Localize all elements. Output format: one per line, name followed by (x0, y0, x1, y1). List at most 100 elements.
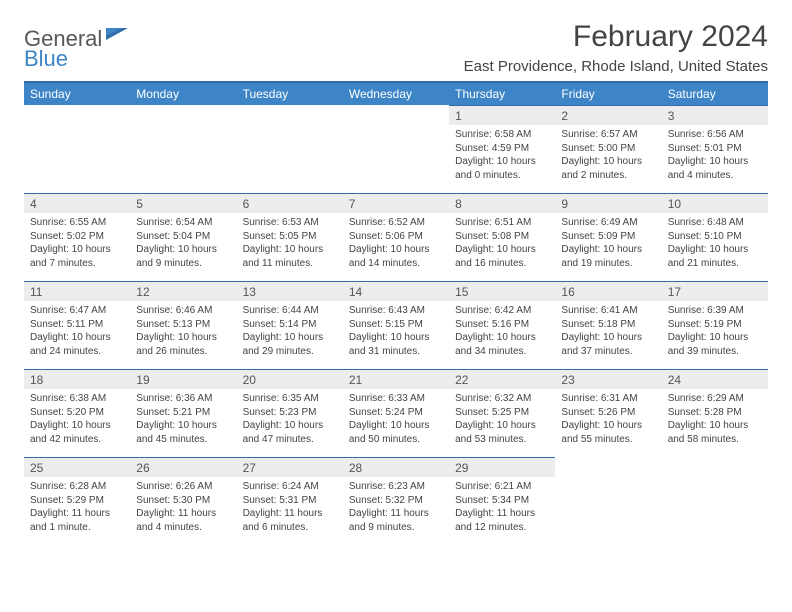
day-cell: 2Sunrise: 6:57 AMSunset: 5:00 PMDaylight… (555, 105, 661, 193)
day-cell (343, 105, 449, 193)
week-row: 11Sunrise: 6:47 AMSunset: 5:11 PMDayligh… (24, 281, 768, 369)
day-cell: 12Sunrise: 6:46 AMSunset: 5:13 PMDayligh… (130, 281, 236, 369)
day-number: 21 (343, 369, 449, 389)
day-line-d2: and 4 minutes. (668, 169, 762, 183)
day-line-d1: Daylight: 10 hours (561, 419, 655, 433)
day-cell: 18Sunrise: 6:38 AMSunset: 5:20 PMDayligh… (24, 369, 130, 457)
day-cell (662, 457, 768, 545)
day-number: 28 (343, 457, 449, 477)
day-line-d1: Daylight: 10 hours (561, 155, 655, 169)
day-line-ss: Sunset: 5:19 PM (668, 318, 762, 332)
day-line-d2: and 58 minutes. (668, 433, 762, 447)
day-line-ss: Sunset: 5:24 PM (349, 406, 443, 420)
day-line-ss: Sunset: 4:59 PM (455, 142, 549, 156)
day-body: Sunrise: 6:46 AMSunset: 5:13 PMDaylight:… (130, 301, 236, 362)
calendar-table: Sunday Monday Tuesday Wednesday Thursday… (24, 83, 768, 545)
day-line-d2: and 26 minutes. (136, 345, 230, 359)
day-cell: 24Sunrise: 6:29 AMSunset: 5:28 PMDayligh… (662, 369, 768, 457)
day-body: Sunrise: 6:39 AMSunset: 5:19 PMDaylight:… (662, 301, 768, 362)
day-number: 14 (343, 281, 449, 301)
day-line-d1: Daylight: 10 hours (136, 419, 230, 433)
day-line-d2: and 14 minutes. (349, 257, 443, 271)
day-number: 17 (662, 281, 768, 301)
week-row: 1Sunrise: 6:58 AMSunset: 4:59 PMDaylight… (24, 105, 768, 193)
day-line-d2: and 50 minutes. (349, 433, 443, 447)
day-cell (237, 105, 343, 193)
day-number: 11 (24, 281, 130, 301)
day-line-ss: Sunset: 5:30 PM (136, 494, 230, 508)
day-line-ss: Sunset: 5:01 PM (668, 142, 762, 156)
day-cell: 10Sunrise: 6:48 AMSunset: 5:10 PMDayligh… (662, 193, 768, 281)
day-number: 20 (237, 369, 343, 389)
day-cell: 16Sunrise: 6:41 AMSunset: 5:18 PMDayligh… (555, 281, 661, 369)
day-body: Sunrise: 6:32 AMSunset: 5:25 PMDaylight:… (449, 389, 555, 450)
day-line-d2: and 29 minutes. (243, 345, 337, 359)
day-line-ss: Sunset: 5:34 PM (455, 494, 549, 508)
day-number: 22 (449, 369, 555, 389)
day-line-sr: Sunrise: 6:49 AM (561, 216, 655, 230)
day-line-ss: Sunset: 5:09 PM (561, 230, 655, 244)
day-cell: 22Sunrise: 6:32 AMSunset: 5:25 PMDayligh… (449, 369, 555, 457)
day-body: Sunrise: 6:35 AMSunset: 5:23 PMDaylight:… (237, 389, 343, 450)
day-number: 19 (130, 369, 236, 389)
day-number: 2 (555, 105, 661, 125)
day-line-ss: Sunset: 5:02 PM (30, 230, 124, 244)
day-cell: 28Sunrise: 6:23 AMSunset: 5:32 PMDayligh… (343, 457, 449, 545)
day-body: Sunrise: 6:43 AMSunset: 5:15 PMDaylight:… (343, 301, 449, 362)
dayhdr-sat: Saturday (662, 83, 768, 105)
day-cell: 17Sunrise: 6:39 AMSunset: 5:19 PMDayligh… (662, 281, 768, 369)
day-cell: 21Sunrise: 6:33 AMSunset: 5:24 PMDayligh… (343, 369, 449, 457)
day-body: Sunrise: 6:42 AMSunset: 5:16 PMDaylight:… (449, 301, 555, 362)
day-line-ss: Sunset: 5:06 PM (349, 230, 443, 244)
day-cell: 6Sunrise: 6:53 AMSunset: 5:05 PMDaylight… (237, 193, 343, 281)
day-line-d2: and 12 minutes. (455, 521, 549, 535)
day-line-sr: Sunrise: 6:41 AM (561, 304, 655, 318)
day-cell (130, 105, 236, 193)
day-line-sr: Sunrise: 6:32 AM (455, 392, 549, 406)
day-line-ss: Sunset: 5:10 PM (668, 230, 762, 244)
day-body: Sunrise: 6:21 AMSunset: 5:34 PMDaylight:… (449, 477, 555, 538)
dayhdr-mon: Monday (130, 83, 236, 105)
day-line-d2: and 39 minutes. (668, 345, 762, 359)
day-line-sr: Sunrise: 6:31 AM (561, 392, 655, 406)
day-line-ss: Sunset: 5:13 PM (136, 318, 230, 332)
day-line-ss: Sunset: 5:21 PM (136, 406, 230, 420)
day-line-sr: Sunrise: 6:53 AM (243, 216, 337, 230)
day-line-d1: Daylight: 11 hours (455, 507, 549, 521)
location-line: East Providence, Rhode Island, United St… (464, 58, 768, 75)
day-line-d1: Daylight: 10 hours (243, 419, 337, 433)
day-header-row: Sunday Monday Tuesday Wednesday Thursday… (24, 83, 768, 105)
logo-word2: Blue (24, 46, 68, 71)
day-body: Sunrise: 6:41 AMSunset: 5:18 PMDaylight:… (555, 301, 661, 362)
day-line-d2: and 53 minutes. (455, 433, 549, 447)
day-body: Sunrise: 6:44 AMSunset: 5:14 PMDaylight:… (237, 301, 343, 362)
day-body: Sunrise: 6:55 AMSunset: 5:02 PMDaylight:… (24, 213, 130, 274)
day-line-sr: Sunrise: 6:46 AM (136, 304, 230, 318)
day-cell (555, 457, 661, 545)
day-line-sr: Sunrise: 6:28 AM (30, 480, 124, 494)
day-line-d1: Daylight: 10 hours (243, 331, 337, 345)
day-line-ss: Sunset: 5:28 PM (668, 406, 762, 420)
day-line-sr: Sunrise: 6:29 AM (668, 392, 762, 406)
day-number: 29 (449, 457, 555, 477)
day-number: 26 (130, 457, 236, 477)
day-line-ss: Sunset: 5:08 PM (455, 230, 549, 244)
week-row: 18Sunrise: 6:38 AMSunset: 5:20 PMDayligh… (24, 369, 768, 457)
day-cell: 15Sunrise: 6:42 AMSunset: 5:16 PMDayligh… (449, 281, 555, 369)
day-body: Sunrise: 6:28 AMSunset: 5:29 PMDaylight:… (24, 477, 130, 538)
day-body: Sunrise: 6:58 AMSunset: 4:59 PMDaylight:… (449, 125, 555, 186)
dayhdr-thu: Thursday (449, 83, 555, 105)
day-number: 1 (449, 105, 555, 125)
day-body: Sunrise: 6:26 AMSunset: 5:30 PMDaylight:… (130, 477, 236, 538)
day-number: 12 (130, 281, 236, 301)
day-cell: 3Sunrise: 6:56 AMSunset: 5:01 PMDaylight… (662, 105, 768, 193)
day-line-d2: and 24 minutes. (30, 345, 124, 359)
day-line-ss: Sunset: 5:18 PM (561, 318, 655, 332)
day-line-sr: Sunrise: 6:21 AM (455, 480, 549, 494)
dayhdr-tue: Tuesday (237, 83, 343, 105)
day-line-d1: Daylight: 10 hours (349, 331, 443, 345)
day-line-ss: Sunset: 5:23 PM (243, 406, 337, 420)
day-line-ss: Sunset: 5:05 PM (243, 230, 337, 244)
day-line-d2: and 47 minutes. (243, 433, 337, 447)
day-line-sr: Sunrise: 6:58 AM (455, 128, 549, 142)
